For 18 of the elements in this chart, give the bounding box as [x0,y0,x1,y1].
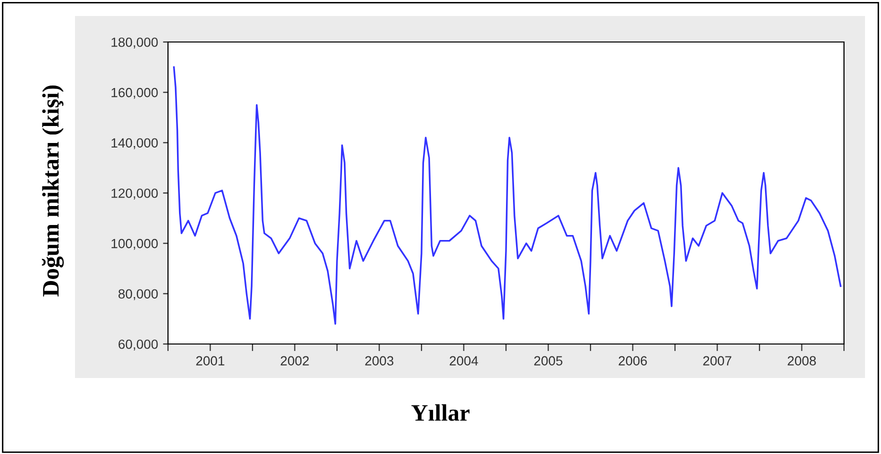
x-tick-label: 2004 [450,356,478,366]
x-tick-label: 2002 [280,356,309,366]
x-tick-label: 2008 [788,356,816,366]
y-tick-label: 140,000 [112,138,158,150]
y-tick-label: 60,000 [118,340,158,350]
x-tick-label: 2005 [534,356,562,366]
y-axis-title: Doğum miktarı (kişi) [42,85,64,297]
x-tick-label: 2007 [703,356,732,366]
x-tick-label: 2006 [618,356,647,366]
y-tick-label: 120,000 [112,188,158,200]
y-tick-label: 80,000 [118,289,158,300]
x-tick-label: 2003 [365,356,394,366]
y-tick-label: 100,000 [112,238,158,250]
line-series [173,66,842,325]
y-tick-label: 180,000 [112,38,158,48]
x-tick-label: 2001 [196,356,224,366]
y-tick-label: 160,000 [112,88,158,99]
x-axis-title: Yıllar [411,404,470,421]
